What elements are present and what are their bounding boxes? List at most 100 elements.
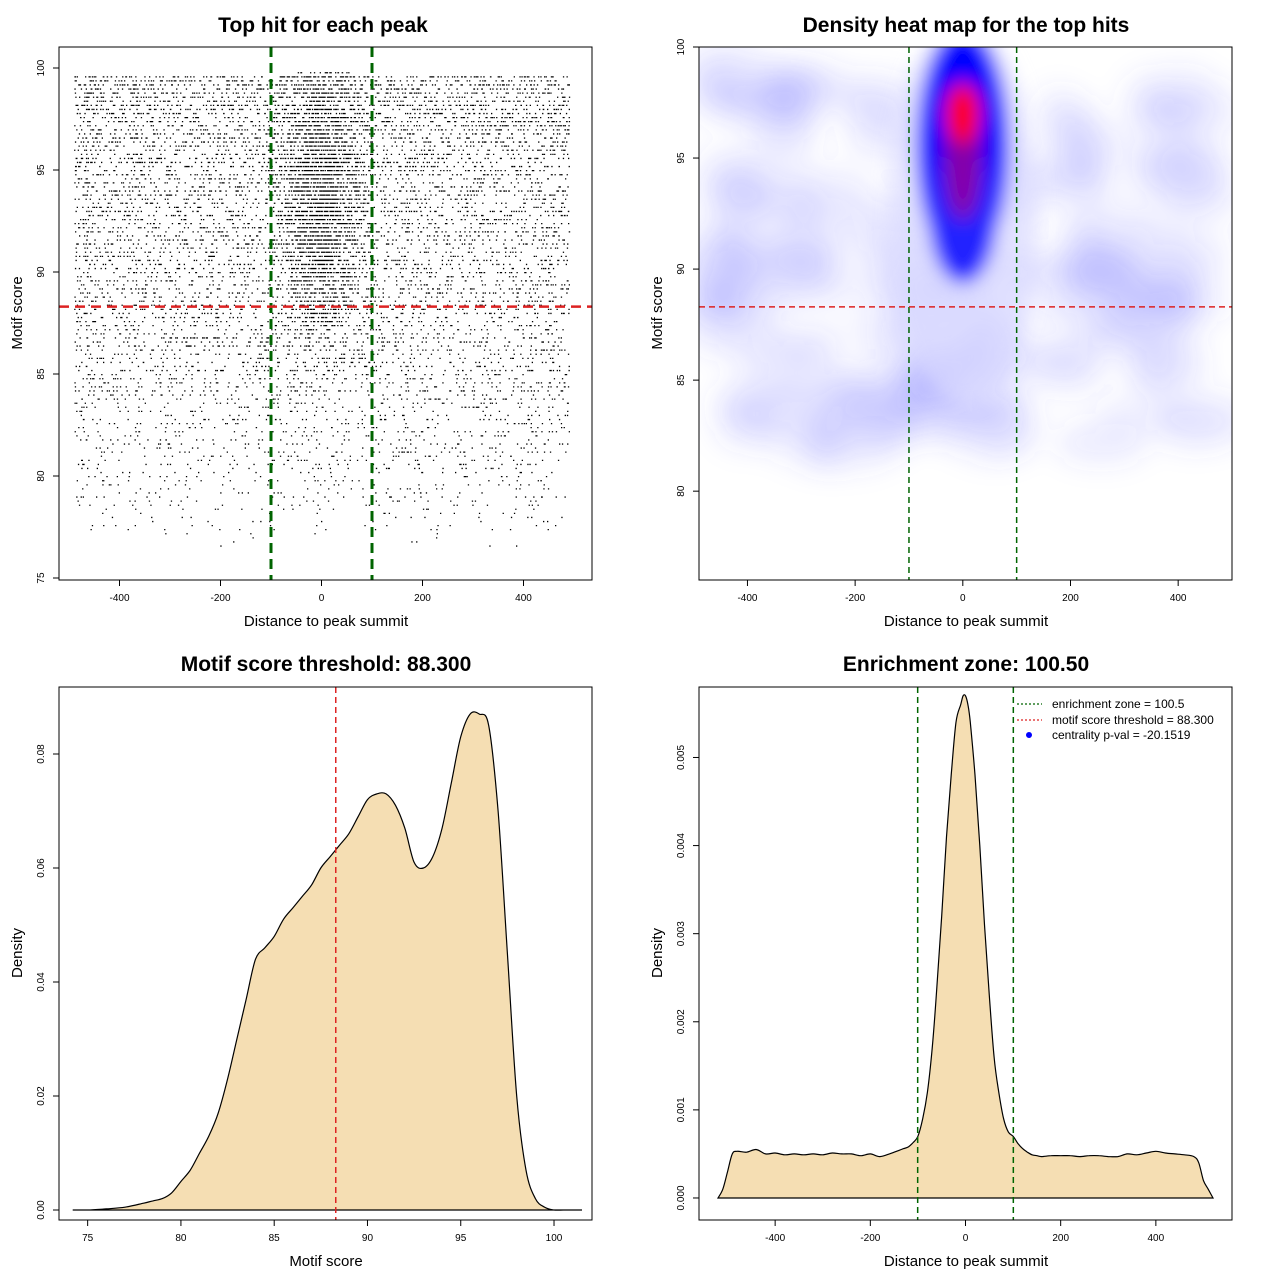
scatter-x-tick-label: -200 [210,593,230,604]
heatmap-bg-blob [709,231,768,266]
heatmap-y-tick-label: 95 [676,152,687,164]
heatmap-y-tick-label: 85 [676,374,687,386]
heatmap-x-tick-label: -200 [845,593,865,604]
heatmap-bg-blob [767,369,821,402]
heatmap-bg-blob [699,143,759,205]
legend: enrichment zone = 100.5 motif score thre… [1017,697,1214,742]
heatmap-hotspot [887,47,1038,404]
heatmap-bg-blob [706,267,793,324]
distance-density-y-tick-label: 0.001 [676,1097,687,1122]
legend-threshold-label: motif score threshold = 88.300 [1052,713,1214,727]
heatmap-bg-blob [827,399,922,454]
heatmap-plot-frame [698,46,1233,581]
distance-density-y-ticks: 0.000 0.001 0.002 0.003 0.004 0.005 [676,745,699,1210]
heatmap-bg-blob [699,77,777,126]
distance-density-area [716,694,1215,1199]
score-density-y-tick-label: 0.04 [36,972,47,992]
heatmap-y-tick-label: 100 [676,38,687,55]
heatmap-y-ticks: 80 85 90 95 100 [676,38,699,497]
scatter-x-tick-label: 200 [414,593,431,604]
score-density-x-tick-label: 95 [455,1233,467,1244]
score-density-plot-frame [58,686,593,1221]
heatmap-x-tick-label: 0 [960,593,966,604]
heatmap-bg-blob [769,63,858,103]
distance-density-y-tick-label: 0.002 [676,1009,687,1034]
scatter-y-tick-label: 100 [36,59,47,76]
heatmap-bg-blob [1048,344,1100,382]
scatter-y-tick-label: 80 [36,470,47,482]
score-density-area [72,711,583,1211]
heatmap-y-tick-label: 80 [676,485,687,497]
heatmap-bg-blob [713,404,776,451]
score-density-panel: Motif score threshold: 88.300 75 80 85 90 95… [9,653,593,1270]
score-density-x-tick-label: 80 [175,1233,187,1244]
distance-density-x-label: Distance to peak summit [884,1253,1049,1270]
distance-density-title: Enrichment zone: 100.50 [843,653,1089,676]
score-density-y-label: Density [9,927,26,978]
scatter-plot-frame [58,46,593,581]
heatmap-bg-blob [1122,73,1171,130]
distance-density-x-tick-label: -400 [765,1233,785,1244]
distance-density-y-tick-label: 0.004 [676,833,687,858]
distance-density-x-tick-label: 0 [963,1233,969,1244]
heatmap-bg-blob [1136,273,1202,326]
heatmap-x-tick-label: 200 [1062,593,1079,604]
scatter-y-tick-label: 90 [36,266,47,278]
heatmap-bg-blob [1062,220,1108,253]
heatmap-bg-blob [1077,278,1155,313]
score-density-x-ticks: 75 80 85 90 95 100 [82,1220,563,1244]
heatmap-bg-blob [1048,99,1098,147]
scatter-points [74,72,571,547]
score-density-title: Motif score threshold: 88.300 [181,653,472,676]
heatmap-x-ticks: -400 -200 0 200 400 [737,580,1187,604]
score-density-y-tick-label: 0.08 [36,744,47,764]
score-density-y-tick-label: 0.06 [36,858,47,878]
heatmap-x-tick-label: 400 [1170,593,1187,604]
legend-centrality-label: centrality p-val = -20.1519 [1052,728,1191,742]
heatmap-panel: Density heat map for the top hits -400 -2… [649,14,1233,630]
heatmap-bg-blob [1152,225,1232,277]
heatmap-bg-blob [1095,393,1188,435]
scatter-point-cloud [74,72,571,547]
heatmap-bg-blob [810,229,895,264]
score-density-y-tick-label: 0.00 [36,1200,47,1220]
heatmap-y-tick-label: 90 [676,263,687,275]
legend-enrichment-label: enrichment zone = 100.5 [1052,697,1185,711]
distance-density-y-tick-label: 0.000 [676,1185,687,1210]
heatmap-bg-blob [1131,141,1231,207]
heatmap-y-label: Motif score [649,276,666,349]
scatter-x-tick-label: 400 [515,593,532,604]
scatter-y-tick-label: 95 [36,164,47,176]
scatter-x-label: Distance to peak summit [244,613,409,630]
scatter-x-ticks: -400 -200 0 200 400 [109,580,532,604]
heatmap-bg-blob [1188,276,1232,323]
score-density-x-tick-label: 100 [546,1233,563,1244]
scatter-y-tick-label: 85 [36,368,47,380]
scatter-y-label: Motif score [9,276,26,349]
score-density-y-ticks: 0.00 0.02 0.04 0.06 0.08 [36,744,59,1220]
distance-density-x-tick-label: 400 [1148,1233,1165,1244]
score-density-x-label: Motif score [289,1253,362,1270]
heatmap-x-tick-label: -400 [737,593,757,604]
score-density-x-tick-label: 85 [269,1233,281,1244]
scatter-y-tick-label: 75 [36,572,47,584]
distance-density-y-label: Density [649,927,666,978]
score-density-x-tick-label: 90 [362,1233,374,1244]
legend-centrality-dot [1026,732,1032,738]
scatter-panel: Top hit for each peak -400 -200 0 200 400 75… [9,14,593,630]
distance-density-x-ticks: -400 -200 0 200 400 [765,1220,1165,1244]
heatmap-x-label: Distance to peak summit [884,613,1049,630]
scatter-title: Top hit for each peak [218,14,428,37]
scatter-x-tick-label: 0 [319,593,325,604]
scatter-y-ticks: 75 80 85 90 95 100 [36,59,59,584]
heatmap-bg-blob [784,318,838,372]
distance-density-x-tick-label: -200 [860,1233,880,1244]
heatmap-bg-blob [1031,248,1128,285]
score-density-x-tick-label: 75 [82,1233,94,1244]
distance-density-x-tick-label: 200 [1052,1233,1069,1244]
score-density-y-tick-label: 0.02 [36,1086,47,1106]
distance-density-panel: Enrichment zone: 100.50 -400 -200 0 200 400 … [649,653,1233,1270]
scatter-x-tick-label: -400 [109,593,129,604]
heatmap-bg-blob [1083,312,1153,349]
